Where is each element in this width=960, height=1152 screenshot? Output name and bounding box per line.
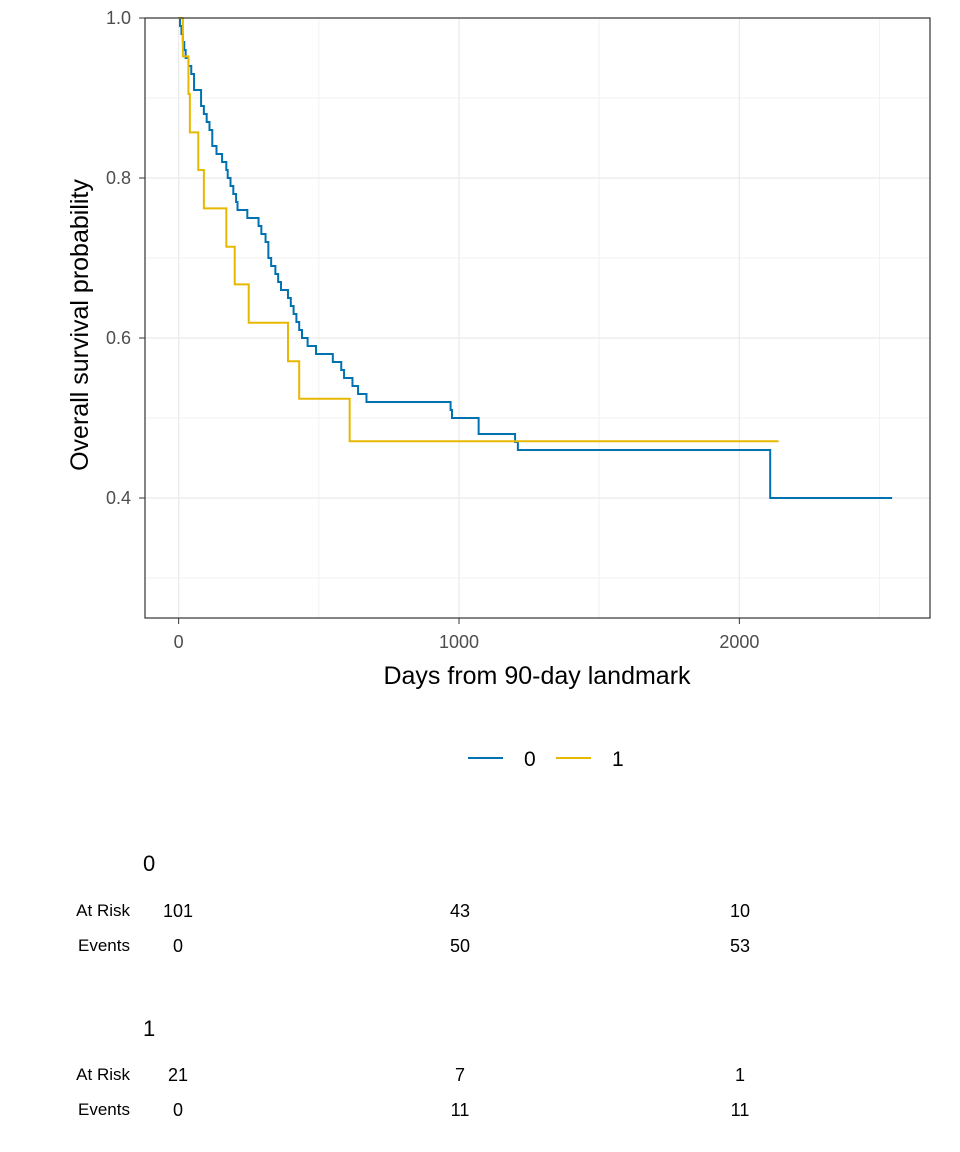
at-risk-label-0: At Risk xyxy=(76,901,130,920)
events-0-t0: 0 xyxy=(172,936,183,956)
at-risk-0-t1: 43 xyxy=(449,901,471,921)
y-tick-label-2: 0.8 xyxy=(106,168,131,188)
x-tick-label-1: 1000 xyxy=(439,632,479,652)
events-0-t1: 50 xyxy=(449,936,471,956)
risk-group-title-0: 0 xyxy=(143,851,156,876)
x-axis-label: Days from 90-day landmark xyxy=(383,662,691,690)
at-risk-label-1: At Risk xyxy=(76,1065,130,1084)
x-tick-label-0: 0 xyxy=(174,632,184,652)
risk-group-title-1: 1 xyxy=(143,1016,156,1041)
events-1-t0: 0 xyxy=(172,1100,183,1120)
panel-border xyxy=(144,17,931,619)
events-label-1: Events xyxy=(78,1100,130,1119)
km-chart: 0 1000 2000 0.4 0.6 0.8 1.0 Overall survival p… xyxy=(66,8,931,771)
events-label-0: Events xyxy=(78,936,130,955)
at-risk-1-t0: 21 xyxy=(167,1065,189,1085)
at-risk-1-t1: 7 xyxy=(454,1065,465,1085)
y-tick-label-1: 0.6 xyxy=(106,328,131,348)
legend-label-1: 1 xyxy=(612,748,624,771)
at-risk-1-t2: 1 xyxy=(734,1065,745,1085)
series-layer xyxy=(178,17,893,499)
y-tick-label-3: 1.0 xyxy=(106,8,131,28)
at-risk-0-t2: 10 xyxy=(729,901,751,921)
y-tick-label-0: 0.4 xyxy=(106,488,131,508)
km-curve-group-0 xyxy=(178,17,893,499)
legend: 0 1 xyxy=(468,748,624,771)
events-1-t1: 11 xyxy=(450,1100,470,1120)
events-0-t2: 53 xyxy=(729,936,751,956)
km-curve-group-1 xyxy=(178,17,779,443)
events-1-t2: 11 xyxy=(730,1100,750,1120)
axis-layer: 0 1000 2000 0.4 0.6 0.8 1.0 xyxy=(106,8,759,652)
y-axis-label: Overall survival probability xyxy=(66,179,94,471)
legend-label-0: 0 xyxy=(524,748,536,771)
x-tick-label-2: 2000 xyxy=(719,632,759,652)
panel-background xyxy=(145,18,930,618)
at-risk-0-t0: 101 xyxy=(162,901,194,921)
